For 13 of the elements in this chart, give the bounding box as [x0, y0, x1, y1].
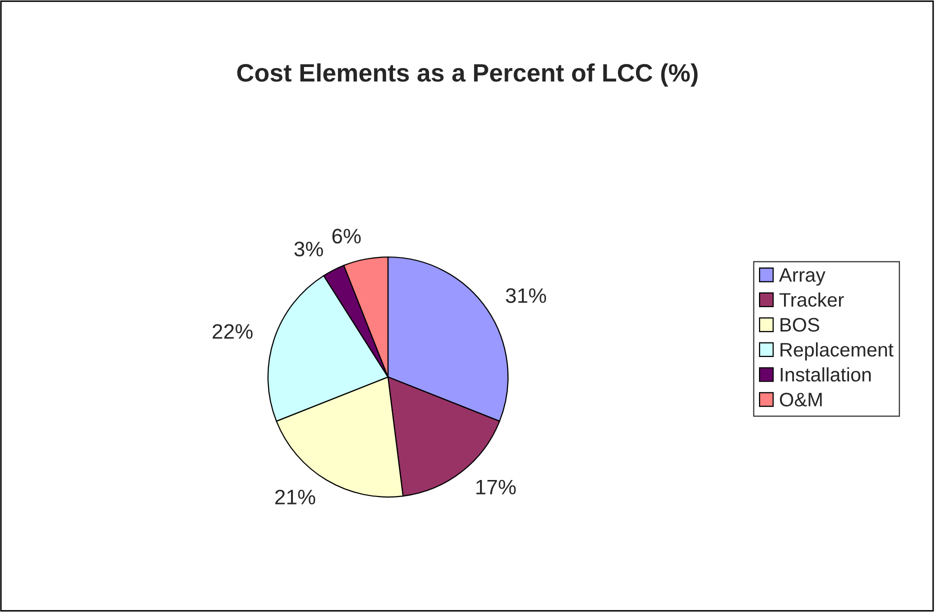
- legend-label: Installation: [780, 367, 871, 382]
- legend-label: Array: [779, 268, 826, 286]
- legend-label: O&M: [780, 392, 822, 406]
- data-label: 21%: [275, 490, 316, 504]
- chart-title: Cost Elements as a Percent of LCC (%): [237, 63, 698, 87]
- legend-label: Replacement: [780, 342, 894, 360]
- data-label: 31%: [506, 288, 546, 303]
- data-label: 6%: [332, 228, 361, 244]
- legend-label: Tracker: [779, 292, 844, 307]
- data-label: 22%: [212, 324, 253, 339]
- data-label: 3%: [294, 242, 323, 256]
- legend-label: BOS: [780, 318, 820, 332]
- data-label: 17%: [476, 480, 516, 494]
